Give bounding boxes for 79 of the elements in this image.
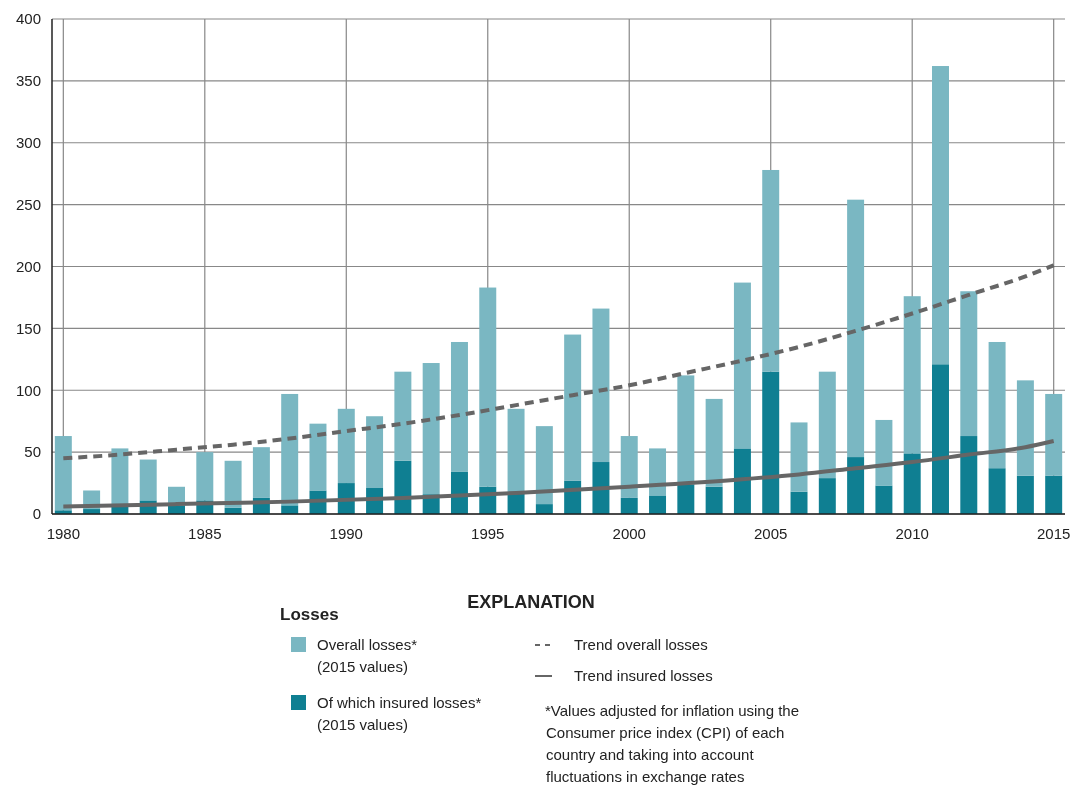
text: EXPLANATION	[467, 592, 595, 612]
bar	[705, 486, 723, 514]
bar	[847, 457, 865, 514]
bar	[875, 485, 893, 514]
bar	[932, 66, 949, 365]
bar	[366, 416, 384, 489]
y-tick-label: 50	[24, 443, 41, 461]
bar	[479, 287, 497, 487]
bar	[960, 291, 978, 437]
bar	[281, 393, 299, 506]
bar	[1045, 475, 1063, 514]
y-tick-label: 200	[15, 257, 41, 275]
bar	[762, 371, 780, 514]
bar	[677, 484, 695, 514]
y-tick-label: 400	[15, 10, 41, 28]
x-tick-label: 2005	[754, 525, 788, 543]
bar	[196, 452, 214, 501]
bar	[592, 462, 610, 514]
bar	[422, 363, 440, 495]
bar	[1016, 380, 1034, 476]
line-series	[61, 438, 1056, 509]
bar	[54, 436, 72, 511]
bar	[988, 341, 1006, 469]
bar	[677, 375, 695, 485]
bar	[903, 296, 921, 454]
bar	[450, 341, 468, 472]
bar	[762, 169, 780, 372]
bar	[337, 408, 355, 484]
text: *Values adjusted for inflation using the Consumer price index (CPI) of each country and taking into account fluctuations in exchange rates	[545, 702, 800, 785]
bar	[790, 422, 808, 492]
x-tick-label: 1980	[46, 525, 81, 543]
bar	[705, 398, 723, 487]
bar	[111, 448, 129, 507]
y-tick-label: 300	[15, 134, 41, 151]
bar	[394, 460, 412, 514]
x-tick-label: 2015	[1036, 525, 1070, 543]
legend-label: Of which insured losses* (2015 values)	[317, 694, 482, 733]
bar	[960, 436, 978, 514]
bar	[847, 199, 865, 458]
legend-title: Losses	[280, 605, 339, 624]
bar	[988, 468, 1006, 514]
bar	[394, 371, 412, 461]
bar	[932, 364, 949, 514]
x-tick-label: 1995	[471, 525, 505, 543]
y-tick-label: 250	[15, 195, 41, 213]
bar	[1016, 475, 1034, 514]
line-series	[61, 263, 1056, 461]
bar	[790, 491, 808, 514]
bar	[818, 478, 836, 514]
bar	[903, 453, 921, 514]
x-tick-label: 1990	[329, 525, 363, 543]
bar	[592, 308, 610, 463]
x-tick-label: 1985	[188, 525, 222, 543]
bar	[649, 495, 667, 514]
bar	[733, 448, 751, 514]
x-tick-label: 2010	[895, 525, 929, 543]
bar	[620, 497, 638, 514]
legend-label: Trend overall losses	[574, 636, 708, 653]
bar	[535, 426, 553, 505]
legend-label: Trend insured losses	[574, 667, 713, 684]
y-tick-label: 0	[32, 505, 41, 523]
bar	[818, 371, 836, 479]
bar	[564, 334, 582, 481]
bar	[1045, 393, 1063, 476]
bar	[649, 448, 667, 496]
y-tick-label: 350	[15, 72, 41, 90]
bar	[139, 459, 157, 501]
legend-label: Overall losses* (2015 values)	[317, 636, 418, 675]
bar	[535, 504, 553, 514]
bar	[309, 423, 327, 491]
y-tick-label: 100	[15, 381, 41, 399]
bar	[252, 447, 270, 498]
bar	[620, 436, 638, 498]
bar	[281, 505, 299, 514]
bar	[733, 282, 751, 449]
y-tick-label: 150	[15, 319, 41, 337]
bar	[875, 419, 893, 486]
x-tick-label: 2000	[612, 525, 646, 543]
bar	[507, 408, 525, 493]
